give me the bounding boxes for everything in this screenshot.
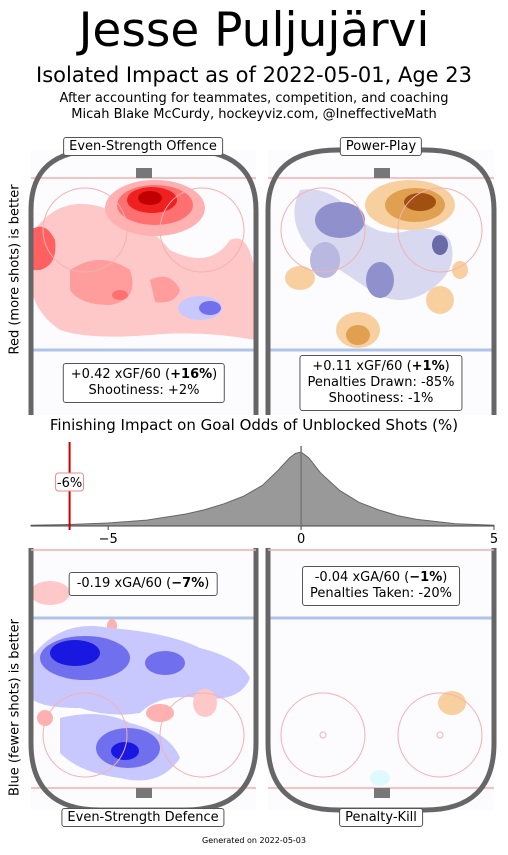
- power-play-heatmap: [285, 180, 468, 348]
- x-tick-label: −5: [99, 532, 118, 547]
- page-subtitle: Isolated Impact as of 2022-05-01, Age 23: [36, 63, 472, 87]
- es-offence-rink: [28, 147, 259, 415]
- power-play-label: Power-Play: [339, 137, 423, 156]
- es-offence-label: Even-Strength Offence: [63, 137, 223, 156]
- es-offence-stats: +0.42 xGF/60 (+16%) Shootiness: +2%: [62, 363, 226, 403]
- player-marker-label: -6%: [57, 476, 82, 491]
- x-tick-label: 0: [297, 532, 305, 547]
- power-play-stats: +0.11 xGF/60 (+1%) Penalties Drawn: -85%…: [299, 355, 463, 411]
- author-credit: Micah Blake McCurdy, hockeyviz.com, @Ine…: [71, 107, 437, 122]
- page-title: Jesse Puljujärvi: [78, 3, 430, 58]
- penalty-kill-stats: -0.04 xGA/60 (−1%) Penalties Taken: -20%: [302, 566, 460, 606]
- finishing-distribution-chart: -6% −5 0 5: [30, 442, 498, 547]
- es-defence-label: Even-Strength Defence: [61, 808, 225, 827]
- es-defence-heatmap: [31, 581, 250, 781]
- es-defence-stats: -0.19 xGA/60 (−7%): [68, 572, 218, 596]
- chart-title: Finishing Impact on Goal Odds of Unblock…: [49, 416, 459, 434]
- es-defence-rink: [28, 548, 259, 813]
- density-area: [30, 451, 495, 527]
- generated-date: Generated on 2022-05-03: [202, 836, 306, 845]
- player-marker-box: [55, 472, 85, 492]
- x-tick-label: 5: [490, 532, 498, 547]
- method-note: After accounting for teammates, competit…: [59, 91, 449, 106]
- penalty-kill-label: Penalty-Kill: [339, 808, 423, 827]
